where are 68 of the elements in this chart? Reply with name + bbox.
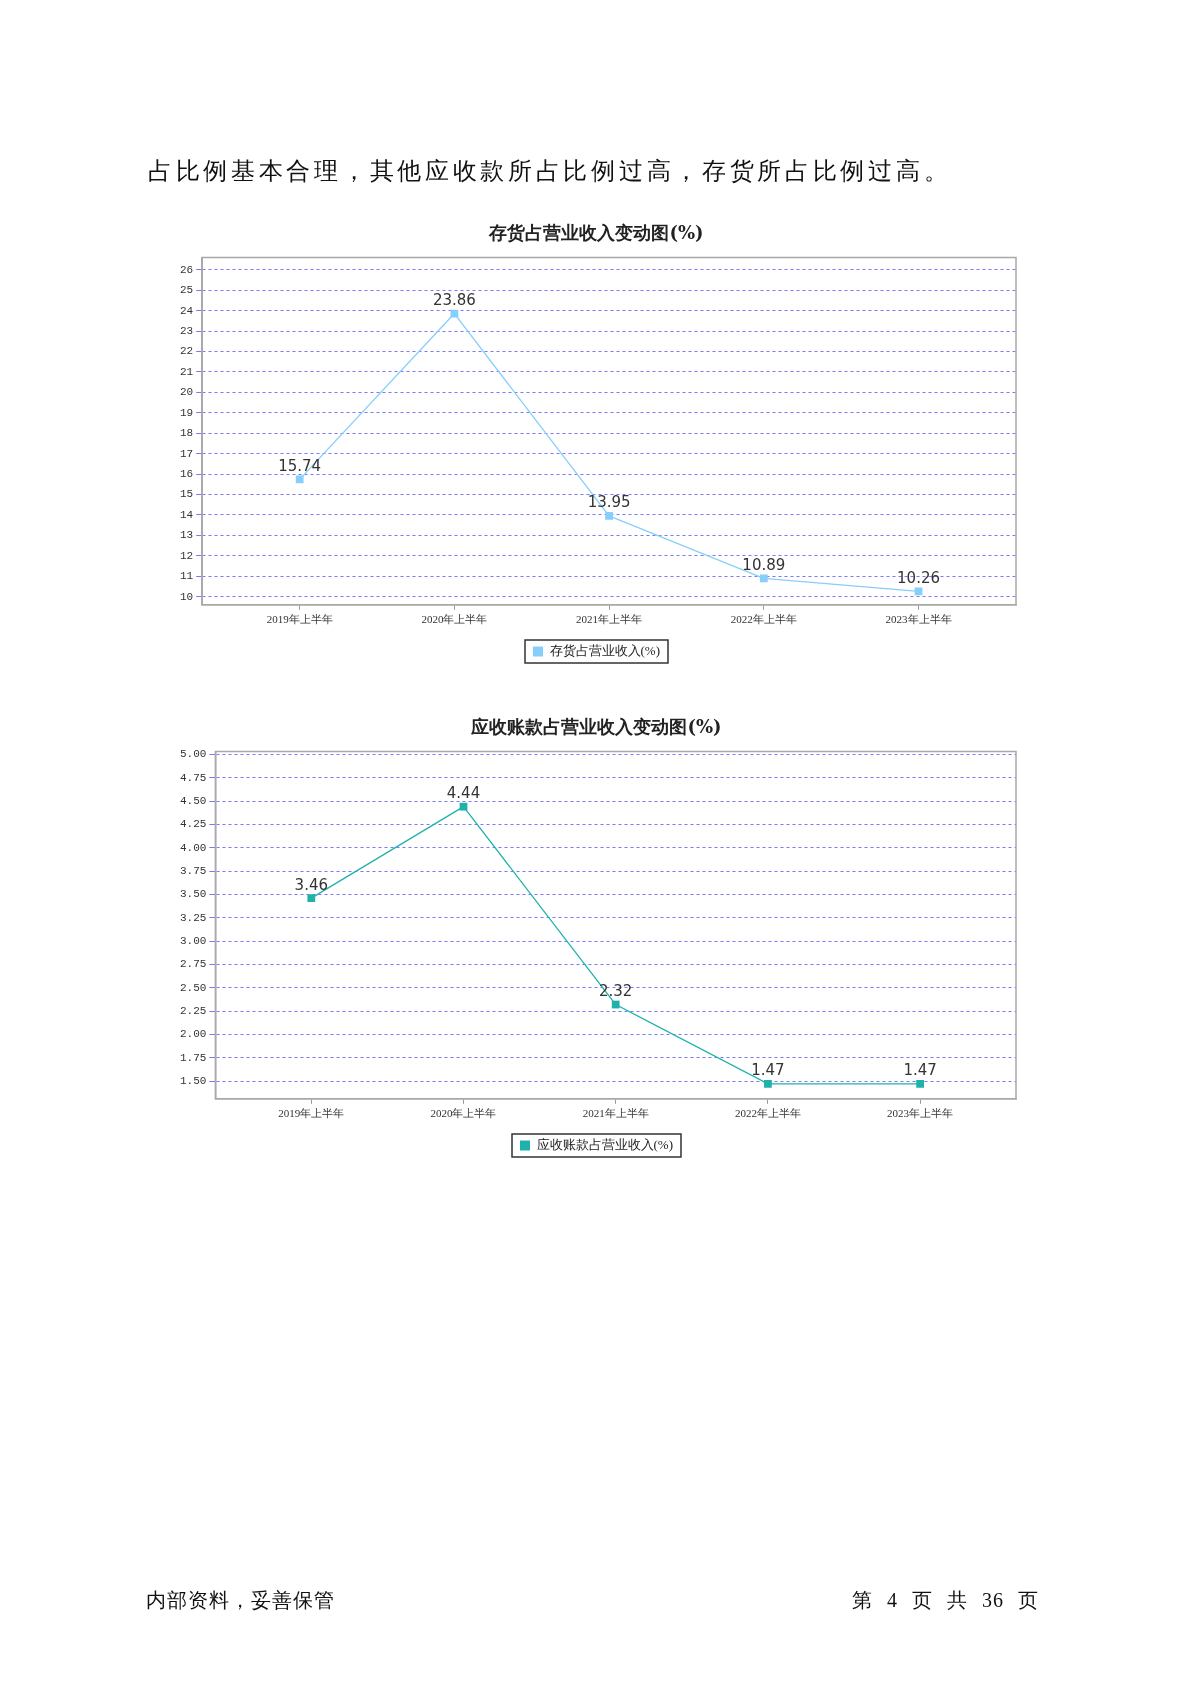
- y-tick-label: 3.25: [180, 911, 207, 924]
- x-tick-label: 2020年上半年: [430, 1107, 497, 1120]
- data-label: 15.74: [278, 456, 322, 475]
- y-tick-label: 15: [180, 488, 194, 501]
- point: [764, 1079, 772, 1088]
- y-tick-label: 21: [180, 365, 194, 378]
- y-tick-label: 4.00: [180, 841, 207, 854]
- y-tick-label: 3.75: [180, 864, 207, 877]
- data-label: 1.47: [903, 1061, 937, 1080]
- y-tick-label: 16: [180, 468, 194, 480]
- y-tick-label: 22: [180, 345, 194, 358]
- y-tick-label: 23: [180, 325, 194, 338]
- point: [605, 512, 613, 520]
- y-tick-label: 14: [180, 508, 194, 521]
- text: 第 4 页 共 36 页: [852, 1588, 1039, 1612]
- y-tick-label: 11: [180, 570, 194, 583]
- x-tick-label: 2023年上半年: [885, 613, 952, 626]
- legend-label: 存货占营业收入(%): [549, 642, 661, 658]
- data-label: 23.86: [432, 290, 476, 309]
- y-tick-label: 3.00: [180, 934, 207, 947]
- y-tick-label: 26: [180, 263, 194, 276]
- x-tick-label: 2019年上半年: [266, 613, 333, 626]
- data-label: 10.26: [897, 568, 941, 587]
- y-tick-label: 4.75: [180, 771, 207, 784]
- data-label: 4.44: [446, 784, 481, 803]
- x-tick-label: 2022年上半年: [730, 613, 797, 626]
- point: [307, 894, 316, 903]
- y-tick-label: 4.50: [180, 794, 207, 807]
- text: 内部资料，妥善保管: [146, 1588, 335, 1612]
- data-label: 1.47: [751, 1061, 785, 1080]
- text: 占比例基本合理，其他应收款所占比例过高，存货所占比例过高。: [148, 157, 952, 186]
- point: [759, 574, 768, 583]
- x-tick-label: 2020年上半年: [421, 613, 488, 626]
- y-tick-label: 4.25: [180, 818, 207, 831]
- data-label: 13.95: [587, 493, 631, 512]
- y-tick-label: 17: [180, 447, 194, 460]
- y-tick-label: 1.75: [180, 1051, 207, 1064]
- data-label: 10.89: [742, 555, 786, 574]
- point: [611, 1000, 620, 1009]
- point: [450, 309, 459, 318]
- y-tick-label: 19: [180, 406, 194, 419]
- y-tick-label: 3.50: [180, 888, 207, 901]
- x-tick-label: 2022年上半年: [734, 1107, 801, 1120]
- y-tick-label: 2.50: [180, 981, 207, 994]
- point: [295, 475, 304, 484]
- y-tick-label: 24: [180, 304, 194, 317]
- x-tick-label: 2019年上半年: [278, 1107, 345, 1120]
- y-tick-label: 2.75: [180, 958, 207, 971]
- y-tick-label: 10: [180, 590, 194, 603]
- x-tick-label: 2021年上半年: [576, 613, 643, 626]
- chart-title: 应收账款占营业收入变动图(%): [470, 716, 722, 738]
- y-tick-label: 12: [180, 549, 194, 562]
- y-tick-label: 18: [180, 427, 194, 440]
- data-label: 3.46: [294, 875, 328, 894]
- x-tick-label: 2023年上半年: [887, 1107, 954, 1120]
- point: [914, 587, 923, 596]
- point: [916, 1079, 924, 1088]
- y-tick-label: 2.00: [180, 1028, 207, 1041]
- y-tick-label: 20: [180, 386, 194, 399]
- y-tick-label: 25: [180, 284, 194, 297]
- y-tick-label: 13: [180, 529, 194, 542]
- y-tick-label: 5.00: [180, 748, 207, 761]
- legend-label: 应收账款占营业收入(%): [536, 1136, 674, 1152]
- chart-title: 存货占营业收入变动图(%): [488, 222, 704, 244]
- y-tick-label: 2.25: [180, 1004, 207, 1017]
- y-tick-label: 1.50: [180, 1074, 207, 1087]
- point: [459, 802, 468, 811]
- x-tick-label: 2021年上半年: [582, 1107, 649, 1120]
